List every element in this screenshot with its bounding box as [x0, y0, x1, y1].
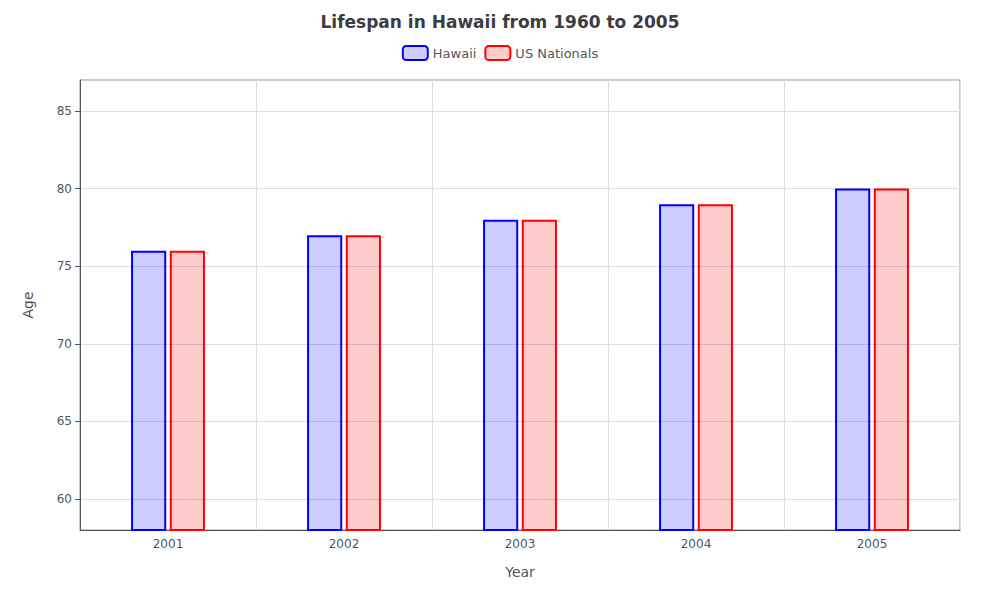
svg-text:75: 75	[57, 259, 72, 273]
svg-text:US Nationals: US Nationals	[515, 46, 598, 61]
svg-text:Hawaii: Hawaii	[433, 46, 477, 61]
svg-text:65: 65	[57, 414, 72, 428]
svg-text:Year: Year	[504, 564, 535, 580]
svg-text:70: 70	[57, 337, 72, 351]
svg-text:80: 80	[57, 182, 72, 196]
svg-text:85: 85	[57, 104, 72, 118]
svg-text:2003: 2003	[505, 537, 536, 551]
svg-text:Age: Age	[20, 291, 36, 318]
svg-text:2001: 2001	[153, 537, 184, 551]
svg-text:Lifespan in Hawaii from 1960 t: Lifespan in Hawaii from 1960 to 2005	[320, 12, 679, 32]
svg-text:2004: 2004	[681, 537, 712, 551]
svg-text:60: 60	[57, 492, 72, 506]
svg-text:2005: 2005	[857, 537, 888, 551]
svg-text:2002: 2002	[329, 537, 360, 551]
